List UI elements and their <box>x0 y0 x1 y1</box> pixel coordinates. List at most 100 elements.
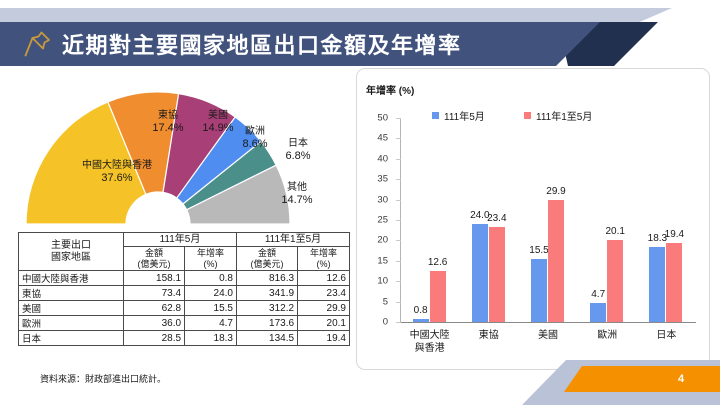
bar-value-label-0-2: 15.5 <box>529 244 549 256</box>
bar-1-1 <box>488 226 505 322</box>
y-tick-label-35: 35 <box>377 173 388 185</box>
y-tick-mark-25 <box>396 220 401 221</box>
bar-0-3 <box>590 302 607 322</box>
growth-bar-chart: 0 5 10 15 20 25 30 35 40 45 50 0.8 24.0 15.5 4.7 18.3 12… <box>356 68 708 368</box>
x-category-label-line: 中國大陸 <box>409 330 450 341</box>
row-3-month-growth: 4.7 <box>184 315 237 331</box>
source-note: 資料來源：財政部進出口統計。 <box>40 374 167 384</box>
table-header-region-line1: 主要出口 <box>51 240 91 251</box>
y-tick-label-20: 20 <box>377 234 388 246</box>
row-2-name: 美國 <box>18 300 124 316</box>
bar-value-label-1-2: 29.9 <box>546 186 566 197</box>
donut-label-3: 歐洲 8.6% <box>232 126 278 150</box>
bar-value-label-1-1: 23.4 <box>487 212 507 224</box>
donut-label-0: 中國大陸與香港 37.6% <box>62 160 172 184</box>
x-category-label-line: 歐洲 <box>597 330 618 341</box>
legend-label-0: 111年5月 <box>444 112 485 123</box>
row-0-cum-amount: 816.3 <box>235 270 299 286</box>
table-header-group-cumulative: 111年1至5月 <box>235 232 351 247</box>
donut-label-2: 美國 14.9% <box>194 110 242 134</box>
bar-0-2 <box>531 258 547 322</box>
row-1-cum-growth: 23.4 <box>297 285 350 301</box>
y-tick-label-45: 45 <box>377 132 388 144</box>
y-tick-mark-45 <box>396 138 401 140</box>
export-data-table: 主要出口 國家地區 111年5月 111年1至5月 金額 (億美元) 年增率 (… <box>18 232 351 346</box>
y-tick-mark-30 <box>396 199 401 201</box>
x-category-label-4: 日本 <box>656 330 676 343</box>
donut-label-name-4: 日本 <box>288 138 308 149</box>
donut-label-name-0: 中國大陸與香港 <box>82 160 152 171</box>
bar-1-2 <box>548 200 564 322</box>
y-tick-mark-15 <box>396 260 401 262</box>
th-m-amt-l1: 金額 <box>145 248 164 259</box>
bar-0-4 <box>649 247 666 322</box>
chart-y-axis-title: 年增率 (%) <box>366 86 415 97</box>
table-header-group-month: 111年5月 <box>123 232 237 247</box>
donut-label-4: 日本 6.8% <box>276 138 320 162</box>
table-header-cum-amount: 金額 (億美元) <box>235 246 299 271</box>
donut-segment-0 <box>25 101 147 225</box>
y-tick-label-40: 40 <box>377 153 388 165</box>
table-header-row-1: 主要出口 國家地區 111年5月 111年1至5月 <box>18 232 351 271</box>
table-header-region: 主要出口 國家地區 <box>18 232 124 271</box>
legend-item-1[interactable]: 111年1至5月 <box>524 108 592 123</box>
row-3-month-amount: 36.0 <box>122 315 186 331</box>
y-tick-label-25: 25 <box>377 214 388 226</box>
header-light-band <box>0 8 640 26</box>
row-4-name: 日本 <box>18 330 124 346</box>
donut-label-pct-2: 14.9% <box>202 121 234 134</box>
y-tick-label-10: 10 <box>377 275 388 287</box>
pushpin-icon <box>24 31 50 57</box>
x-category-label-line: 與香港 <box>414 342 445 354</box>
header-banner <box>0 22 600 66</box>
row-1-name: 東協 <box>18 285 124 301</box>
page-title: 近期對主要國家地區出口金額及年增率 <box>62 33 462 58</box>
footer-accent-band <box>564 366 720 392</box>
table: 主要出口 國家地區 111年5月 111年1至5月 金額 (億美元) 年增率 (… <box>18 232 351 346</box>
row-2-cum-amount: 312.2 <box>235 300 299 316</box>
legend-swatch-icon-1 <box>524 112 531 119</box>
x-category-label-line: 美國 <box>538 330 558 341</box>
bar-value-label-0-4: 18.3 <box>647 233 668 245</box>
bar-value-label-1-4: 19.4 <box>664 228 685 240</box>
row-0-month-amount: 158.1 <box>122 270 186 286</box>
th-c-amt-l1: 金額 <box>258 248 277 259</box>
row-0-month-growth: 0.8 <box>184 270 237 286</box>
row-1-cum-amount: 341.9 <box>235 285 299 301</box>
donut-label-5: 其他 14.7% <box>270 182 324 206</box>
x-category-label-3: 歐洲 <box>597 330 617 343</box>
bar-0-0 <box>412 318 429 322</box>
row-2-cum-growth: 29.9 <box>297 300 350 316</box>
donut-label-pct-5: 14.7% <box>281 193 313 206</box>
th-c-amt-l2: (億美元) <box>250 258 284 269</box>
donut-label-name-3: 歐洲 <box>245 126 265 137</box>
donut-label-pct-1: 17.4% <box>152 121 184 134</box>
donut-label-pct-4: 6.8% <box>285 149 311 162</box>
row-0-cum-growth: 12.6 <box>297 270 350 286</box>
table-row: 東協 73.4 24.0 341.9 23.4 <box>18 285 350 301</box>
legend-item-0[interactable]: 111年5月 <box>432 108 485 123</box>
bar-value-label-0-0: 0.8 <box>413 304 428 316</box>
y-tick-label-0: 0 <box>382 316 388 328</box>
y-tick-label-30: 30 <box>377 194 388 206</box>
y-tick-label-5: 5 <box>382 296 388 308</box>
row-4-cum-growth: 19.4 <box>297 330 350 346</box>
row-3-cum-amount: 173.6 <box>235 315 299 331</box>
bar-0-1 <box>471 224 488 322</box>
row-3-cum-growth: 20.1 <box>297 315 350 331</box>
row-1-month-growth: 24.0 <box>184 285 237 301</box>
table-row: 歐洲 36.0 4.7 173.6 20.1 <box>18 315 350 331</box>
th-c-grw-l1: 年增率 <box>310 248 338 259</box>
bar-value-label-1-0: 12.6 <box>427 256 448 268</box>
table-header-month-growth: 年增率 (%) <box>184 246 237 271</box>
y-tick-mark-10 <box>396 281 401 283</box>
donut-label-1: 東協 17.4% <box>144 110 192 134</box>
row-4-month-growth: 18.3 <box>184 330 237 346</box>
table-header-cum-growth: 年增率 (%) <box>297 246 350 271</box>
export-share-donut-chart: 中國大陸與香港 37.6% 東協 17.4% 美國 14.9% 歐洲 8.6% … <box>18 82 358 230</box>
page-number: 4 <box>677 373 685 385</box>
th-m-grw-l1: 年增率 <box>197 248 225 259</box>
y-tick-mark-20 <box>396 240 401 242</box>
chart-x-axis <box>400 322 696 323</box>
